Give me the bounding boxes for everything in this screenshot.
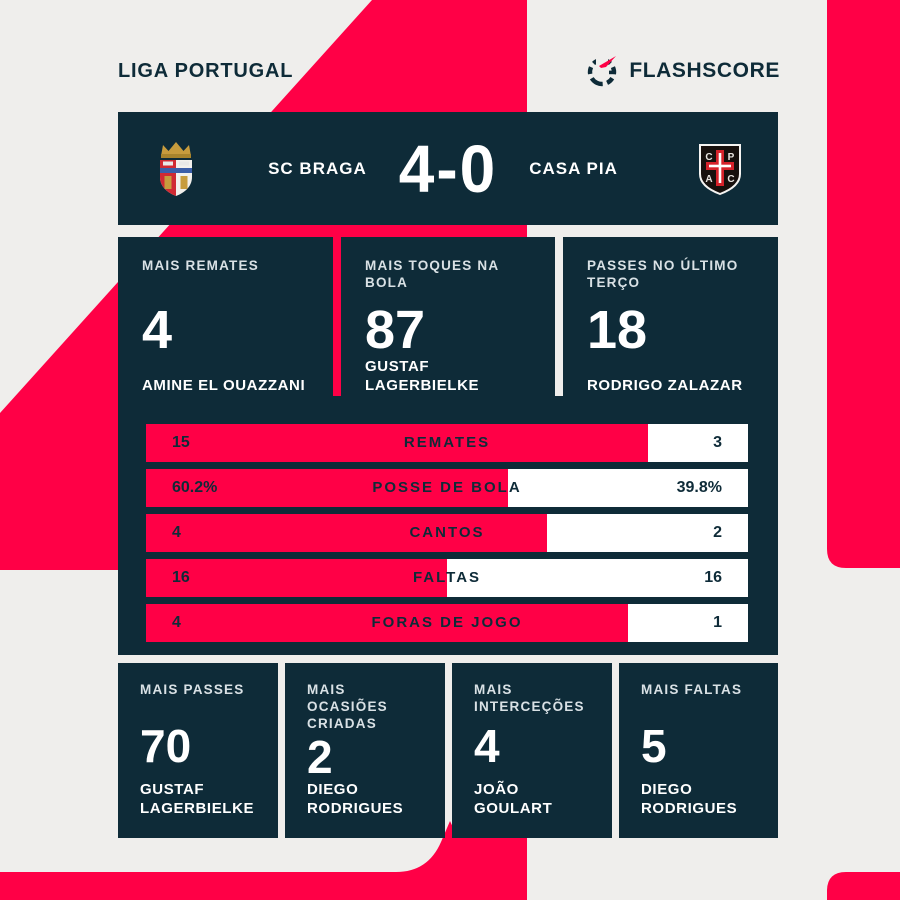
stat-label: MAIS OCASIÕES CRIADAS: [307, 682, 388, 731]
stat-player: RODRIGO ZALAZAR: [587, 377, 743, 394]
stat-bar-faltas: 16 FALTAS 16: [146, 559, 748, 597]
flashscore-logo: FLASHSCORE: [586, 54, 780, 88]
home-bar-fill: [146, 559, 447, 597]
right-column-shape: [827, 0, 900, 568]
bar-label: POSSE DE BOLA: [372, 479, 522, 496]
stat-value: 4: [474, 720, 500, 772]
stat-value: 70: [140, 720, 192, 772]
bar-label: CANTOS: [409, 524, 485, 541]
away-value: 16: [704, 569, 722, 586]
stat-card-mais-passes: MAIS PASSES 70 GUSTAF LAGERBIELKE: [118, 663, 278, 838]
stat-label: MAIS TOQUES NA BOLA: [365, 258, 499, 290]
match-score: 4-0: [398, 130, 498, 207]
home-bar-fill: [146, 604, 628, 642]
stat-player: DIEGO RODRIGUES: [641, 781, 738, 817]
stat-bar-cantos: 4 CANTOS 2: [146, 514, 748, 552]
stat-bar-foras-de-jogo: 4 FORAS DE JOGO 1: [146, 604, 748, 642]
stat-card-mais-remates: MAIS REMATES 4 AMINE EL OUAZZANI: [118, 237, 333, 415]
bottom-band-shape: [0, 821, 527, 900]
stat-bar-remates: 15 REMATES 3: [146, 424, 748, 462]
away-value: 39.8%: [676, 479, 722, 496]
stat-bar-posse: 60.2% POSSE DE BOLA 39.8%: [146, 469, 748, 507]
stat-card-passes-ultimo-terco: PASSES NO ÚLTIMO TERÇO 18 RODRIGO ZALAZA…: [563, 237, 778, 415]
away-team-name: CASA PIA: [529, 158, 618, 178]
bar-label: FALTAS: [412, 569, 482, 586]
away-value: 3: [713, 434, 722, 451]
stat-card-mais-intercecoes: MAIS INTERCEÇÕES 4 JOÃO GOULART: [452, 663, 612, 838]
home-bar-fill: [146, 469, 509, 507]
bottom-right-corner-shape: [827, 872, 900, 900]
duel-stats-box: 15 REMATES 3 60.2% POSSE DE BOLA 39.8% 4…: [118, 396, 778, 655]
bottom-stat-cards: MAIS PASSES 70 GUSTAF LAGERBIELKE MAIS O…: [118, 663, 778, 838]
stat-player: AMINE EL OUAZZANI: [142, 377, 306, 394]
stat-label: MAIS PASSES: [140, 682, 245, 697]
svg-text:C: C: [727, 174, 734, 185]
league-title: LIGA PORTUGAL: [118, 59, 294, 82]
svg-text:P: P: [728, 152, 735, 163]
home-bar-fill: [146, 424, 648, 462]
stat-value: 18: [587, 300, 648, 360]
stat-label: MAIS INTERCEÇÕES: [474, 682, 585, 714]
away-value: 2: [713, 524, 722, 541]
stat-card-mais-toques: MAIS TOQUES NA BOLA 87 GUSTAF LAGERBIELK…: [341, 237, 555, 415]
home-value: 16: [172, 569, 190, 586]
braga-crest-icon: [148, 140, 204, 198]
stat-label: PASSES NO ÚLTIMO TERÇO: [587, 258, 739, 290]
bar-label: REMATES: [403, 434, 491, 451]
stat-label: MAIS FALTAS: [641, 682, 743, 697]
bar-label: FORAS DE JOGO: [371, 614, 523, 631]
flashscore-gauge-icon: [588, 56, 617, 87]
casa-pia-crest-icon: C P A C: [692, 141, 748, 197]
home-value: 15: [172, 434, 190, 451]
stat-player: DIEGO RODRIGUES: [307, 781, 404, 817]
home-value: 4: [172, 524, 181, 541]
stat-player: GUSTAF LAGERBIELKE: [365, 358, 480, 394]
away-value: 1: [713, 614, 722, 631]
stat-value: 4: [142, 300, 173, 360]
svg-text:A: A: [705, 174, 712, 185]
home-value: 60.2%: [172, 479, 218, 496]
home-team-name: SC BRAGA: [268, 158, 367, 178]
home-bar-fill: [146, 514, 548, 552]
stat-value: 5: [641, 720, 667, 772]
svg-text:C: C: [705, 152, 712, 163]
stat-value: 2: [307, 731, 333, 783]
top-stat-cards: MAIS REMATES 4 AMINE EL OUAZZANI MAIS TO…: [118, 237, 778, 415]
stat-card-mais-ocasioes: MAIS OCASIÕES CRIADAS 2 DIEGO RODRIGUES: [285, 663, 445, 838]
stat-value: 87: [365, 300, 426, 360]
home-value: 4: [172, 614, 181, 631]
stat-card-mais-faltas: MAIS FALTAS 5 DIEGO RODRIGUES: [619, 663, 778, 838]
stat-player: GUSTAF LAGERBIELKE: [140, 781, 255, 817]
brand-wordmark: FLASHSCORE: [629, 59, 780, 82]
header: LIGA PORTUGAL FLASHSCORE: [118, 54, 780, 88]
scoreboard: SC BRAGA 4-0 CASA PIA C P A C: [118, 112, 778, 225]
stat-player: JOÃO GOULART: [474, 781, 553, 817]
stat-label: MAIS REMATES: [142, 258, 259, 273]
